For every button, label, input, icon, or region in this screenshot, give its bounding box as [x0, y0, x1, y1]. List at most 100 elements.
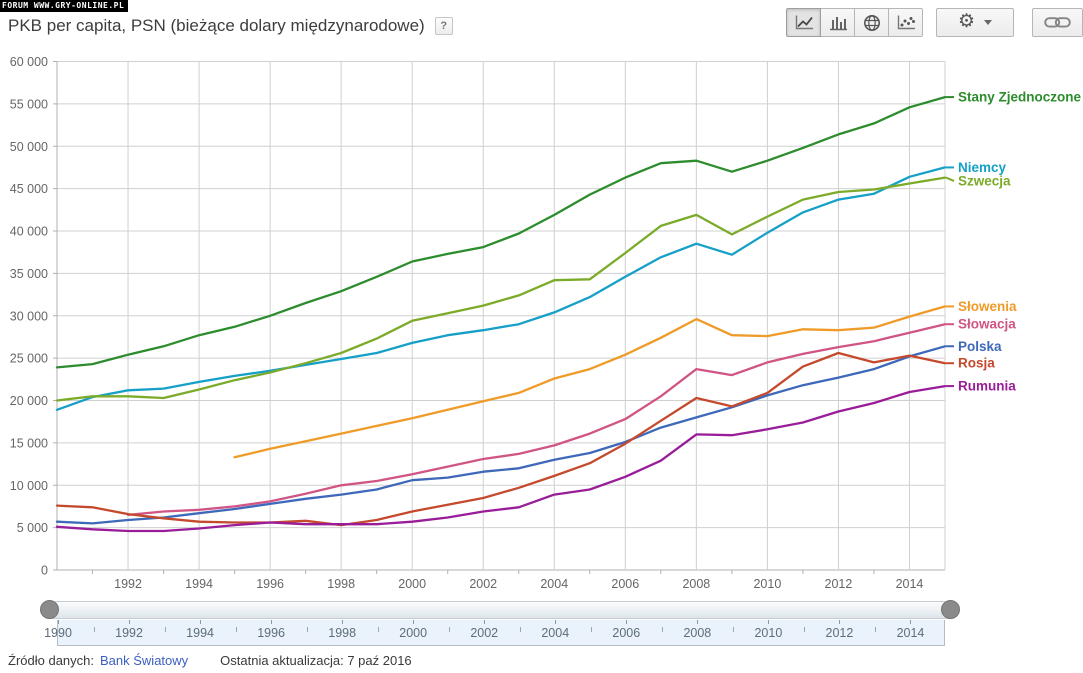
chart-type-switcher: [786, 8, 923, 37]
y-tick-label: 0: [41, 564, 48, 578]
x-tick-label: 2002: [469, 577, 497, 591]
y-tick-label: 10 000: [10, 479, 48, 493]
legend-label-słowenia[interactable]: Słowenia: [958, 299, 1017, 314]
slider-year-label: 2006: [612, 626, 641, 640]
slider-year-label: 2010: [754, 626, 783, 640]
slider-year-label: 2012: [825, 626, 854, 640]
slider-year-tick: [413, 620, 415, 624]
slider-year-tick: [484, 620, 486, 624]
y-tick-label: 55 000: [10, 97, 48, 111]
map-button[interactable]: [854, 8, 889, 37]
series-line-rosja[interactable]: [55, 351, 947, 527]
y-tick-label: 15 000: [10, 436, 48, 450]
series-line-niemcy[interactable]: [55, 166, 947, 411]
x-tick-label: 2006: [611, 577, 639, 591]
slider-year-tick: [342, 620, 344, 624]
x-tick-label: 2012: [825, 577, 853, 591]
x-tick-label: 2008: [682, 577, 710, 591]
footer: Źródło danych: Bank Światowy Ostatnia ak…: [8, 653, 412, 668]
slider-year-tick: [697, 620, 699, 624]
y-tick-label: 45 000: [10, 182, 48, 196]
legend-label-polska[interactable]: Polska: [958, 339, 1002, 354]
slider-year-minor-tick: [448, 627, 450, 632]
slider-year-label: 1996: [257, 626, 286, 640]
line-chart-button[interactable]: [786, 8, 821, 37]
slider-year-minor-tick: [235, 627, 237, 632]
slider-year-tick: [200, 620, 202, 624]
y-tick-label: 20 000: [10, 394, 48, 408]
slider-year-label: 2014: [896, 626, 925, 640]
series-line-szwecja[interactable]: [55, 176, 947, 402]
y-tick-label: 40 000: [10, 225, 48, 239]
legend-label-niemcy[interactable]: Niemcy: [958, 160, 1007, 175]
y-tick-label: 50 000: [10, 140, 48, 154]
slider-year-minor-tick: [590, 627, 592, 632]
slider-year-label: 2000: [399, 626, 428, 640]
series-line-rumunia[interactable]: [55, 384, 947, 533]
source-label: Źródło danych:: [8, 653, 94, 668]
chart-canvas[interactable]: 0 5 000 10 000 15 000 20 000 25 000 30 000 35 0…: [0, 44, 1083, 599]
x-tick-label: 2004: [540, 577, 568, 591]
series-line-stany-zjednoczone[interactable]: [55, 95, 947, 369]
legend-label-stany-zjednoczone[interactable]: Stany Zjednoczone: [958, 90, 1082, 105]
y-tick-label: 60 000: [10, 55, 48, 69]
gear-icon: ⚙: [957, 11, 976, 32]
slider-year-label: 1994: [186, 626, 214, 640]
slider-year-label: 2008: [683, 626, 712, 640]
slider-handle-left[interactable]: [40, 600, 59, 619]
y-tick-label: 25 000: [10, 352, 48, 366]
x-tick-label: 1994: [185, 577, 213, 591]
last-updated: Ostatnia aktualizacja: 7 paź 2016: [220, 653, 412, 668]
slider-year-tick: [271, 620, 273, 624]
slider-year-minor-tick: [803, 627, 805, 632]
slider-year-tick: [58, 620, 59, 624]
slider-year-tick: [839, 620, 841, 624]
time-slider-track[interactable]: [48, 601, 952, 619]
slider-year-minor-tick: [164, 627, 166, 632]
link-icon: [1044, 17, 1071, 28]
slider-year-tick: [129, 620, 131, 624]
help-button[interactable]: ?: [434, 17, 453, 35]
slider-year-minor-tick: [93, 627, 95, 632]
bar-chart-button[interactable]: [820, 8, 855, 37]
bar-chart-icon: [829, 16, 847, 30]
chevron-down-icon: [984, 20, 993, 25]
slider-year-tick: [555, 620, 557, 624]
share-link-button[interactable]: [1032, 8, 1083, 37]
slider-year-tick: [768, 620, 770, 624]
y-tick-label: 35 000: [10, 267, 48, 281]
x-tick-label: 2014: [896, 577, 924, 591]
chart-header: PKB per capita, PSN (bieżące dolary międ…: [8, 16, 453, 36]
slider-year-minor-tick: [732, 627, 734, 632]
slider-year-label: 1998: [328, 626, 357, 640]
slider-year-label: 1990: [44, 626, 72, 640]
x-tick-label: 1992: [114, 577, 142, 591]
slider-year-minor-tick: [377, 627, 379, 632]
slider-year-label: 1992: [115, 626, 143, 640]
slider-handle-right[interactable]: [941, 600, 960, 619]
legend-label-rumunia[interactable]: Rumunia: [958, 379, 1016, 394]
series-line-słowacja[interactable]: [126, 323, 947, 517]
slider-year-minor-tick: [519, 627, 521, 632]
x-tick-label: 1996: [256, 577, 284, 591]
x-tick-label: 1998: [327, 577, 355, 591]
series-line-polska[interactable]: [55, 345, 947, 525]
slider-year-axis: 1990 1992 1994 1996 1998 2000 2002 2004 2006 2008…: [44, 620, 945, 646]
watermark: FORUM WWW.GRY-ONLINE.PL: [0, 0, 129, 12]
legend-label-rosja[interactable]: Rosja: [958, 356, 995, 371]
page-title: PKB per capita, PSN (bieżące dolary międ…: [8, 16, 425, 35]
source-link[interactable]: Bank Światowy: [100, 653, 189, 668]
legend-label-szwecja[interactable]: Szwecja: [958, 173, 1011, 188]
legend-label-słowacja[interactable]: Słowacja: [958, 317, 1016, 332]
slider-year-minor-tick: [661, 627, 663, 632]
line-chart-icon: [795, 15, 813, 29]
slider-year-tick: [910, 620, 912, 624]
scatter-plot-button[interactable]: [888, 8, 923, 37]
series-line-słowenia[interactable]: [233, 305, 947, 459]
scatter-plot-icon: [897, 15, 915, 29]
settings-button[interactable]: ⚙: [936, 8, 1014, 37]
legend-connector: [945, 176, 955, 182]
slider-year-label: 2004: [541, 626, 570, 640]
slider-year-minor-tick: [306, 627, 308, 632]
